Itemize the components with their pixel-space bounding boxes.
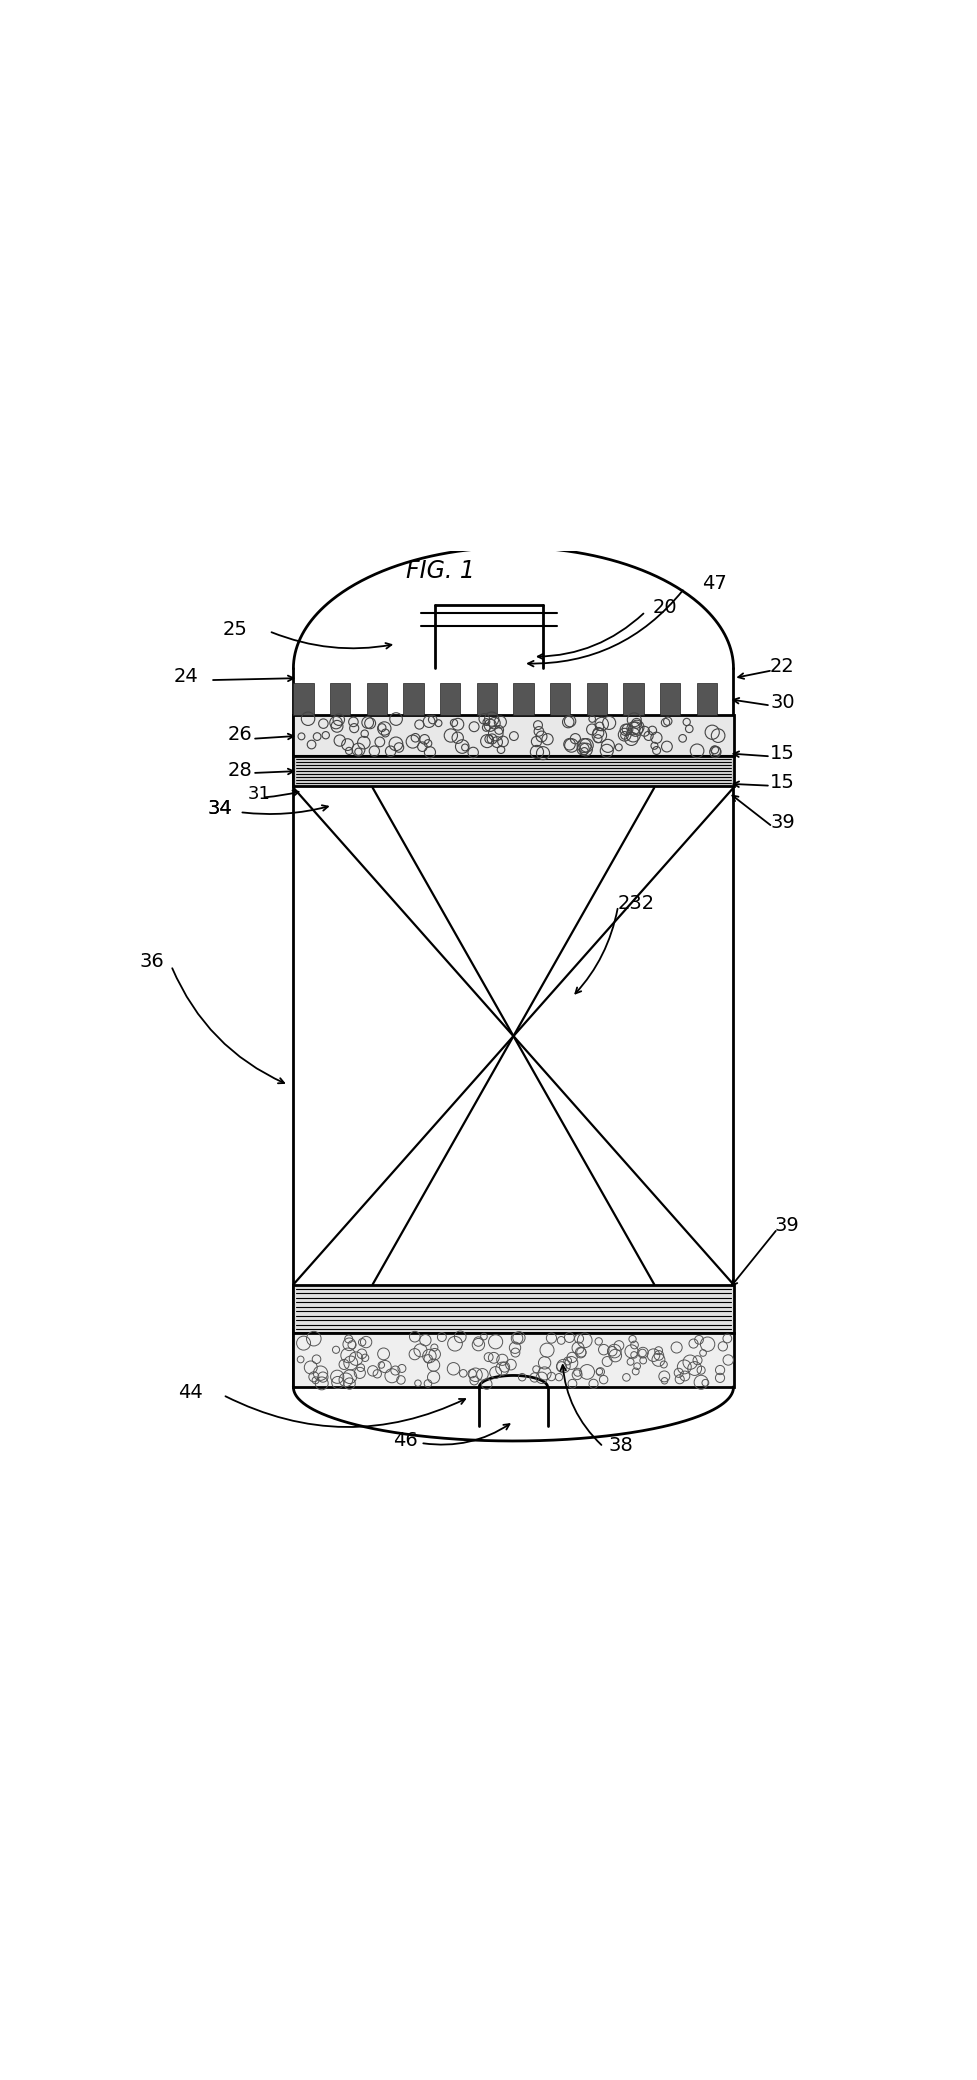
Text: 44: 44 (178, 1383, 203, 1402)
Text: 47: 47 (701, 574, 726, 593)
Text: 34: 34 (207, 799, 233, 817)
Bar (440, 682, 460, 716)
Bar (623, 682, 643, 716)
Bar (659, 682, 680, 716)
Text: 30: 30 (769, 693, 794, 711)
Bar (293, 757, 733, 786)
Text: 26: 26 (227, 726, 252, 745)
Text: 31: 31 (247, 784, 271, 803)
Text: 15: 15 (769, 774, 794, 792)
Text: 22: 22 (769, 657, 794, 676)
Bar (696, 682, 716, 716)
Bar (477, 682, 496, 716)
Bar (403, 682, 423, 716)
Bar (586, 682, 607, 716)
Bar (549, 682, 570, 716)
Text: 36: 36 (139, 953, 164, 971)
Text: 25: 25 (222, 620, 247, 639)
Text: FIG. 1: FIG. 1 (405, 560, 474, 582)
Text: 39: 39 (774, 1217, 799, 1236)
Text: 34: 34 (207, 799, 233, 817)
Text: 15: 15 (769, 745, 794, 763)
Text: 20: 20 (652, 599, 677, 618)
Text: 28: 28 (227, 761, 252, 780)
Text: 46: 46 (393, 1431, 418, 1450)
Bar (293, 682, 314, 716)
Bar (366, 682, 387, 716)
Text: 24: 24 (173, 668, 198, 686)
Text: 232: 232 (616, 894, 654, 913)
Bar (293, 1285, 733, 1333)
Text: 39: 39 (769, 813, 794, 832)
Text: 38: 38 (608, 1437, 633, 1456)
Bar (293, 1333, 733, 1387)
Bar (329, 682, 350, 716)
Bar (513, 682, 533, 716)
Bar (293, 716, 733, 757)
